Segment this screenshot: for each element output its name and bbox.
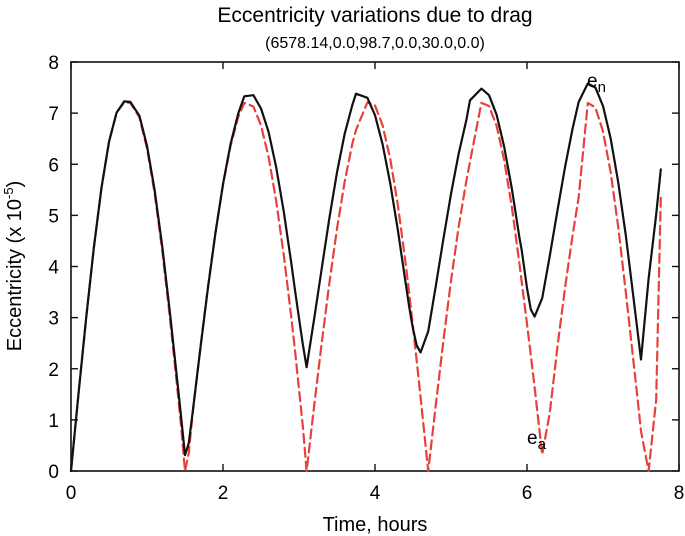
series-layer xyxy=(69,82,662,473)
y-axis-label-exponent: -5 xyxy=(1,187,16,199)
x-axis-label: Time, hours xyxy=(323,514,428,536)
curve-label-ea: ea xyxy=(527,428,547,453)
chart-subtitle: (6578.14,0.0,98.7,0.0,30.0,0.0) xyxy=(265,35,485,52)
curve-label-ea-base: e xyxy=(527,428,538,449)
curve-label-en-base: e xyxy=(587,71,598,92)
y-axis: 0 1 2 3 4 5 6 7 8 xyxy=(48,53,679,483)
y-tick-label: 8 xyxy=(48,53,59,74)
y-tick-label: 4 xyxy=(48,258,59,279)
y-tick-label: 7 xyxy=(48,104,59,125)
x-tick-label: 6 xyxy=(522,483,533,504)
y-tick-label: 2 xyxy=(48,360,59,381)
x-tick-label: 2 xyxy=(218,483,229,504)
y-tick-label: 3 xyxy=(48,309,59,330)
chart-title: Eccentricity variations due to drag xyxy=(217,4,532,27)
curve-label-ea-sub: a xyxy=(538,436,547,453)
curve-label-en: en xyxy=(587,71,606,96)
series-line-ea xyxy=(69,101,662,473)
x-axis: 0 2 4 6 8 xyxy=(66,62,685,504)
curve-label-en-sub: n xyxy=(598,79,606,96)
plot-area: 0 2 4 6 8 0 1 2 3 4 5 6 7 8 xyxy=(48,53,684,504)
y-tick-label: 5 xyxy=(48,206,59,227)
y-axis-label: Eccentricity (x 10-5) xyxy=(1,181,26,352)
y-tick-label: 6 xyxy=(48,155,59,176)
y-tick-label: 1 xyxy=(48,411,59,432)
x-tick-label: 8 xyxy=(674,483,685,504)
series-line-en xyxy=(69,82,662,473)
plot-frame xyxy=(70,61,680,472)
y-axis-label-text: Eccentricity (x 10 xyxy=(4,199,26,351)
y-tick-label: 0 xyxy=(48,462,59,483)
x-tick-label: 4 xyxy=(370,483,381,504)
y-axis-label-close: ) xyxy=(4,181,26,188)
x-tick-label: 0 xyxy=(66,483,77,504)
